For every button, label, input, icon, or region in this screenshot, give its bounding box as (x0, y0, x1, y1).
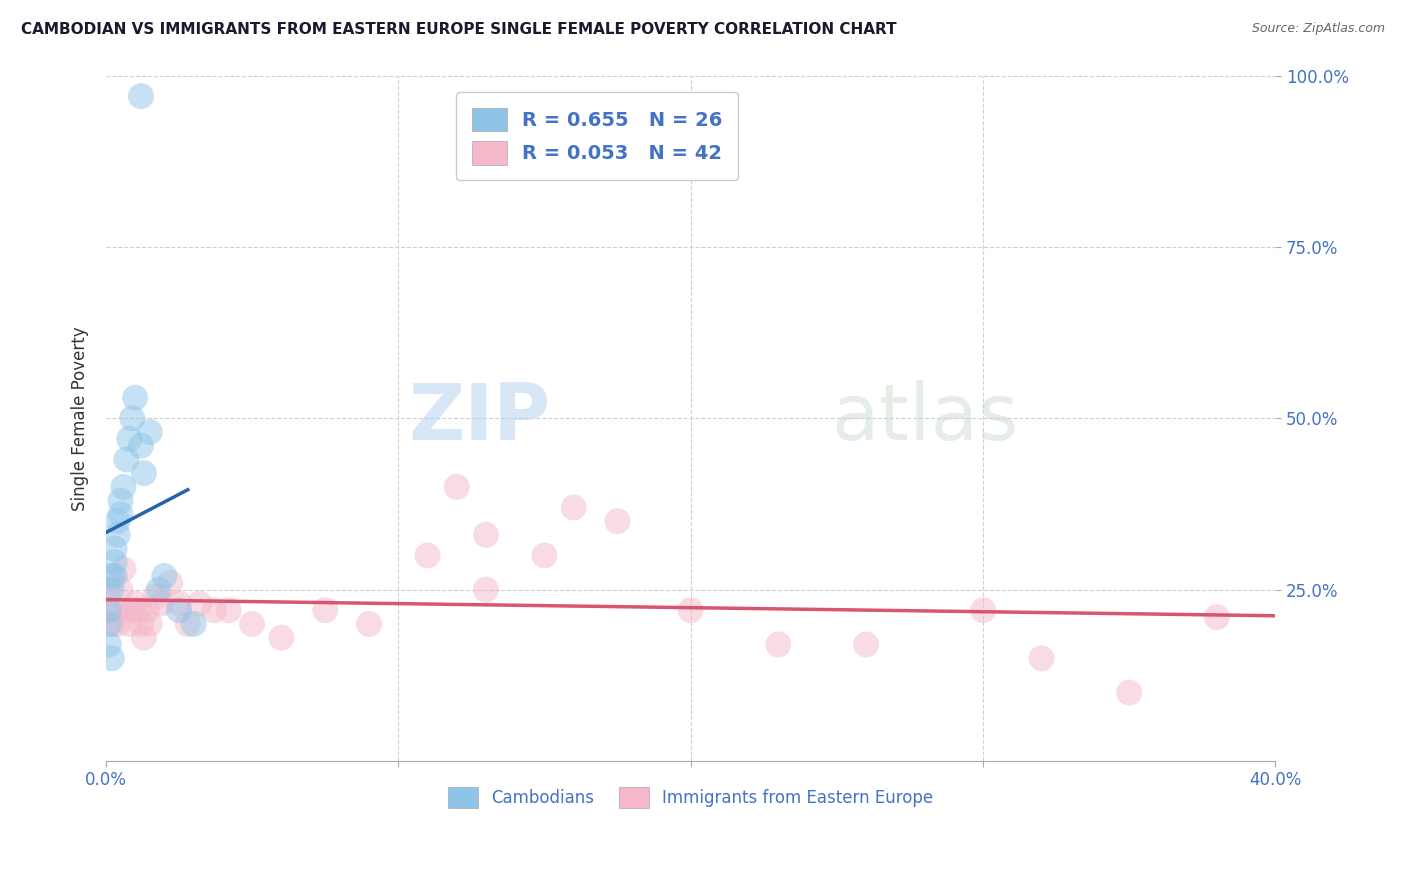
Point (107, 514, 129, 528)
Point (104, 569, 127, 583)
Point (972, 603, 994, 617)
Point (132, 631, 155, 645)
Point (127, 603, 149, 617)
Text: atlas: atlas (831, 380, 1018, 457)
Point (97, 603, 120, 617)
Point (475, 528, 498, 542)
Point (1031, 651, 1053, 665)
Point (183, 617, 205, 632)
Point (115, 603, 138, 617)
Point (100, 617, 122, 632)
Text: Source: ZipAtlas.com: Source: ZipAtlas.com (1251, 22, 1385, 36)
Point (177, 617, 200, 632)
Point (124, 391, 146, 405)
Point (1118, 685, 1140, 699)
Point (475, 582, 498, 597)
Point (1206, 610, 1229, 624)
Point (100, 651, 122, 665)
Point (110, 582, 132, 597)
Point (121, 411, 143, 425)
Point (115, 452, 138, 467)
Point (129, 89, 152, 103)
Point (97, 617, 120, 632)
Point (97, 582, 120, 597)
Point (121, 603, 143, 617)
Point (139, 425, 162, 439)
Point (357, 617, 380, 632)
Legend: Cambodians, Immigrants from Eastern Europe: Cambodians, Immigrants from Eastern Euro… (441, 780, 941, 814)
Point (145, 590, 167, 604)
Point (104, 541, 127, 556)
Point (112, 562, 135, 576)
Point (240, 617, 263, 632)
Point (270, 631, 292, 645)
Point (97, 638, 120, 652)
Point (768, 638, 790, 652)
Point (446, 480, 468, 494)
Point (104, 603, 127, 617)
Point (416, 549, 439, 563)
Point (132, 466, 155, 480)
Point (129, 617, 152, 632)
Point (107, 617, 129, 632)
Point (110, 493, 132, 508)
Point (118, 617, 141, 632)
Point (104, 555, 127, 569)
Point (124, 596, 146, 610)
Point (97, 603, 120, 617)
Point (562, 500, 585, 515)
Point (129, 439, 152, 453)
Point (107, 528, 129, 542)
Point (118, 432, 141, 446)
Point (148, 582, 170, 597)
Point (100, 569, 122, 583)
Point (218, 603, 240, 617)
Point (314, 603, 336, 617)
Point (112, 480, 135, 494)
Point (110, 508, 132, 522)
Point (139, 617, 162, 632)
Y-axis label: Single Female Poverty: Single Female Poverty (72, 326, 89, 510)
Point (188, 596, 211, 610)
Point (153, 569, 176, 583)
Point (167, 596, 190, 610)
Point (202, 603, 225, 617)
Point (100, 582, 122, 597)
Point (159, 575, 181, 590)
Point (533, 549, 555, 563)
Point (150, 596, 173, 610)
Point (606, 514, 628, 528)
Point (135, 603, 157, 617)
Point (679, 603, 702, 617)
Point (167, 603, 190, 617)
Point (855, 638, 877, 652)
Text: ZIP: ZIP (408, 380, 550, 457)
Text: CAMBODIAN VS IMMIGRANTS FROM EASTERN EUROPE SINGLE FEMALE POVERTY CORRELATION CH: CAMBODIAN VS IMMIGRANTS FROM EASTERN EUR… (21, 22, 897, 37)
